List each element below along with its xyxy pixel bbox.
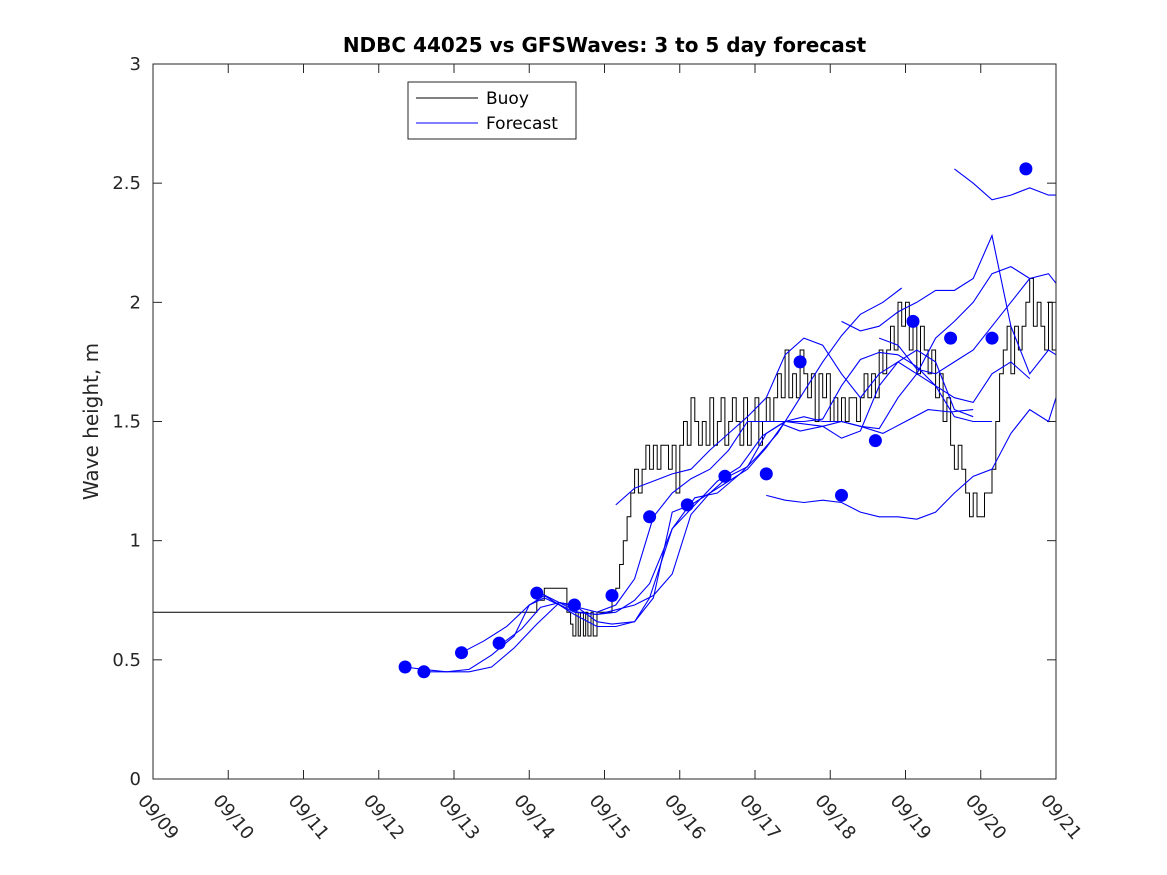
- y-tick-label: 0.5: [112, 650, 141, 671]
- legend: Buoy Forecast: [407, 81, 577, 140]
- forecast-markers: [398, 162, 1033, 679]
- forecast-marker: [1019, 162, 1033, 176]
- forecast-marker: [567, 598, 581, 612]
- forecast-marker: [417, 665, 431, 679]
- buoy-series-line: [153, 278, 1057, 637]
- forecast-marker: [492, 636, 506, 650]
- series-layer: [153, 168, 1057, 673]
- forecast-marker: [643, 510, 657, 524]
- plot-background: [153, 64, 1056, 779]
- forecast-marker: [530, 586, 544, 600]
- forecast-marker: [906, 314, 920, 328]
- forecast-series-line: [954, 168, 1056, 201]
- forecast-marker: [718, 469, 732, 483]
- y-tick-label: 1: [130, 531, 141, 552]
- chart-title: NDBC 44025 vs GFSWaves: 3 to 5 day forec…: [343, 33, 867, 57]
- forecast-series-line: [405, 287, 903, 673]
- forecast-marker: [944, 331, 958, 345]
- forecast-marker: [835, 488, 848, 502]
- forecast-marker: [455, 646, 468, 660]
- forecast-series-line: [540, 361, 1031, 616]
- legend-label-buoy: Buoy: [486, 89, 529, 109]
- forecast-series-line: [841, 233, 1057, 375]
- forecast-series-line: [615, 265, 1030, 506]
- forecast-series-line: [461, 349, 974, 654]
- y-tick-label: 2: [130, 292, 141, 313]
- forecast-marker: [793, 355, 807, 369]
- y-tick-label: 3: [130, 54, 141, 75]
- forecast-marker: [759, 467, 773, 481]
- forecast-marker: [605, 589, 619, 602]
- forecast-series-line: [502, 351, 992, 644]
- y-tick-label: 1.5: [112, 412, 141, 433]
- forecast-series-line: [879, 273, 1057, 375]
- forecast-marker: [680, 498, 694, 512]
- y-axis-label: Wave height, m: [79, 343, 103, 500]
- legend-box: [407, 81, 577, 140]
- forecast-marker: [868, 434, 882, 448]
- forecast-marker: [398, 660, 412, 674]
- forecast-series-line: [423, 409, 974, 673]
- legend-label-forecast: Forecast: [486, 114, 558, 134]
- y-tick-label: 0: [130, 769, 141, 790]
- plot-frame: [152, 63, 1057, 780]
- y-tick-label: 2.5: [112, 173, 141, 194]
- forecast-series-line: [766, 397, 1057, 520]
- forecast-marker: [985, 331, 999, 345]
